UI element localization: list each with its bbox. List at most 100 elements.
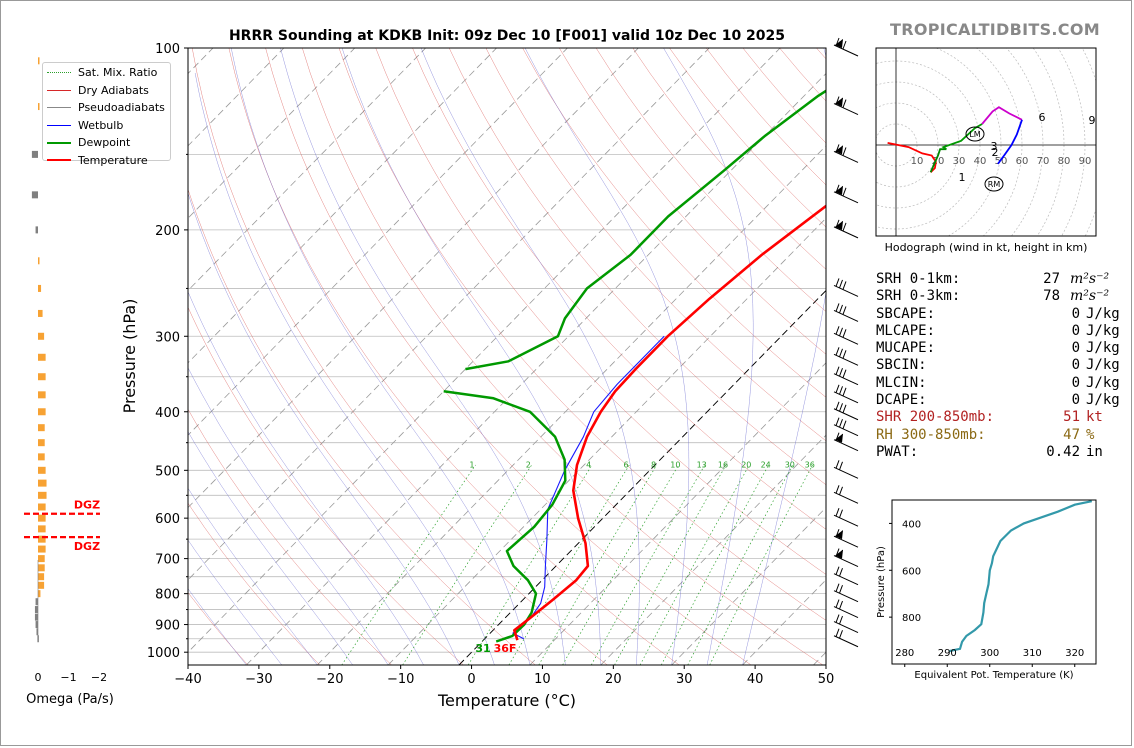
theta-e-y-tick-label: 400 xyxy=(902,519,921,530)
wind-barb-feather xyxy=(835,303,840,312)
pseudoadiabat xyxy=(341,48,602,665)
legend-swatch xyxy=(47,72,71,74)
x-tick-label: 10 xyxy=(534,672,551,687)
omega-bar xyxy=(31,191,38,199)
legend-label: Temperature xyxy=(78,153,148,167)
param-row: SHR 200-850mb: 51 kt xyxy=(876,409,1120,426)
isotherm-line xyxy=(529,362,826,665)
wind-barb-feather xyxy=(839,304,843,314)
param-key: SBCIN: xyxy=(876,357,927,374)
pseudoadiabat xyxy=(742,48,826,665)
wind-barb-shaft xyxy=(833,621,859,634)
isotherm-line xyxy=(188,48,497,364)
pseudoadiabat xyxy=(188,588,247,665)
x-axis-label: Temperature (°C) xyxy=(437,691,576,710)
wind-barb-feather xyxy=(835,460,840,469)
wind-barb-shaft xyxy=(833,439,859,452)
mixing-ratio-line xyxy=(467,464,593,665)
hodograph-frame xyxy=(875,47,1097,237)
isotherm-line xyxy=(188,48,639,509)
omega-bar xyxy=(38,466,46,474)
wind-barb-shaft xyxy=(833,309,859,322)
param-row: SRH 0-3km: 78 m²s⁻² xyxy=(876,288,1120,305)
skewt-plot-area: 1 2 4 6 8 10 13 16 20 24 30 36 xyxy=(188,48,826,665)
isotherm-line xyxy=(387,217,826,665)
y-tick-label: 1000 xyxy=(147,646,180,661)
chart-title: HRRR Sounding at KDKB Init: 09z Dec 10 [… xyxy=(229,28,785,44)
wind-barb-shaft xyxy=(833,226,859,239)
wind-barb-feather xyxy=(835,401,840,410)
param-key: DCAPE: xyxy=(876,392,927,409)
mixing-ratio-label: 16 xyxy=(718,460,728,469)
omega-tick-label: −2 xyxy=(91,671,107,684)
x-tick-label: −20 xyxy=(316,672,343,687)
theta-e-x-tick-label: 320 xyxy=(1065,648,1084,659)
wind-barb-shaft xyxy=(833,284,859,297)
wind-barb xyxy=(833,144,859,163)
wind-barb xyxy=(833,432,859,452)
omega-bar xyxy=(38,564,45,572)
wind-barb xyxy=(833,366,859,386)
dewpoint-line-upper xyxy=(465,89,826,371)
wind-barb xyxy=(833,548,859,568)
y-tick-label: 400 xyxy=(155,406,180,421)
mixing-ratio-label: 30 xyxy=(785,460,795,469)
wind-barb-shaft xyxy=(833,103,859,116)
wind-barb-shaft xyxy=(833,191,859,204)
omega-bar xyxy=(38,408,46,416)
param-value: 0 xyxy=(1071,340,1080,357)
wind-barb-feather xyxy=(835,347,840,356)
hodograph-height-label: 6 xyxy=(1039,111,1046,124)
isotherm-line xyxy=(188,48,568,436)
wind-barb-shaft xyxy=(833,491,859,504)
param-row: MLCIN: 0 J/kg xyxy=(876,375,1120,392)
wind-barb-shaft xyxy=(833,590,859,603)
hodograph-ring-label: 60 xyxy=(1016,156,1029,167)
mixing-ratio-label: 6 xyxy=(624,460,629,469)
wind-barb-shaft xyxy=(833,391,859,404)
mixing-ratio-line xyxy=(614,464,727,665)
wind-barb-feather xyxy=(839,368,843,377)
wind-barb-pennant xyxy=(835,530,843,540)
wind-barb xyxy=(833,37,859,57)
wind-barb-feather xyxy=(839,600,843,610)
param-value: 0.42 xyxy=(1046,443,1080,460)
param-row: SBCIN: 0 J/kg xyxy=(876,357,1120,374)
wind-barb-feather xyxy=(842,420,847,429)
wind-barb xyxy=(833,528,859,548)
theta-e-y-label: Pressure (hPa) xyxy=(876,546,887,618)
mixing-ratio-line xyxy=(341,464,476,665)
omega-bar xyxy=(38,514,46,522)
legend-label: Dewpoint xyxy=(78,136,131,150)
dry-adiabat xyxy=(191,48,608,665)
x-tick-label: 0 xyxy=(467,672,475,687)
param-value: 78 xyxy=(1043,288,1060,305)
dry-adiabat xyxy=(375,48,826,575)
theta-e-y-tick-label: 800 xyxy=(902,613,921,624)
param-unit: in xyxy=(1086,443,1103,460)
param-unit: % xyxy=(1086,426,1095,443)
mixing-ratio-label: 36 xyxy=(805,460,815,469)
legend-swatch xyxy=(47,124,71,126)
pseudoadiabat xyxy=(663,48,754,665)
mixing-ratio-line xyxy=(709,464,813,665)
surface-temperature-label: 36F xyxy=(494,642,517,655)
y-tick-label: 200 xyxy=(155,224,180,239)
sounding-parameters: SRH 0-1km: 27 m²s⁻² SRH 0-3km: 78 m²s⁻² SBCAPE… xyxy=(876,271,1120,461)
isotherm-line xyxy=(316,145,826,665)
surface-dewpoint-label: 31 xyxy=(475,642,490,655)
omega-bar xyxy=(38,257,40,265)
hodograph-ring-label: 10 xyxy=(911,156,924,167)
mixing-ratio-label: 2 xyxy=(526,460,531,469)
wind-barb-feather xyxy=(839,327,843,336)
pseudoadiabat xyxy=(524,48,690,665)
hodograph-caption: Hodograph (wind in kt, height in km) xyxy=(885,241,1088,254)
y-tick-label: 800 xyxy=(155,588,180,603)
pseudoadiabat xyxy=(188,487,318,665)
hodograph-segment xyxy=(887,142,937,173)
wind-barb-shaft xyxy=(833,635,859,648)
wind-barb-shaft xyxy=(833,466,859,479)
wind-barb-feather xyxy=(835,278,840,287)
legend-swatch xyxy=(47,159,71,162)
wind-barb-feather xyxy=(842,40,847,50)
